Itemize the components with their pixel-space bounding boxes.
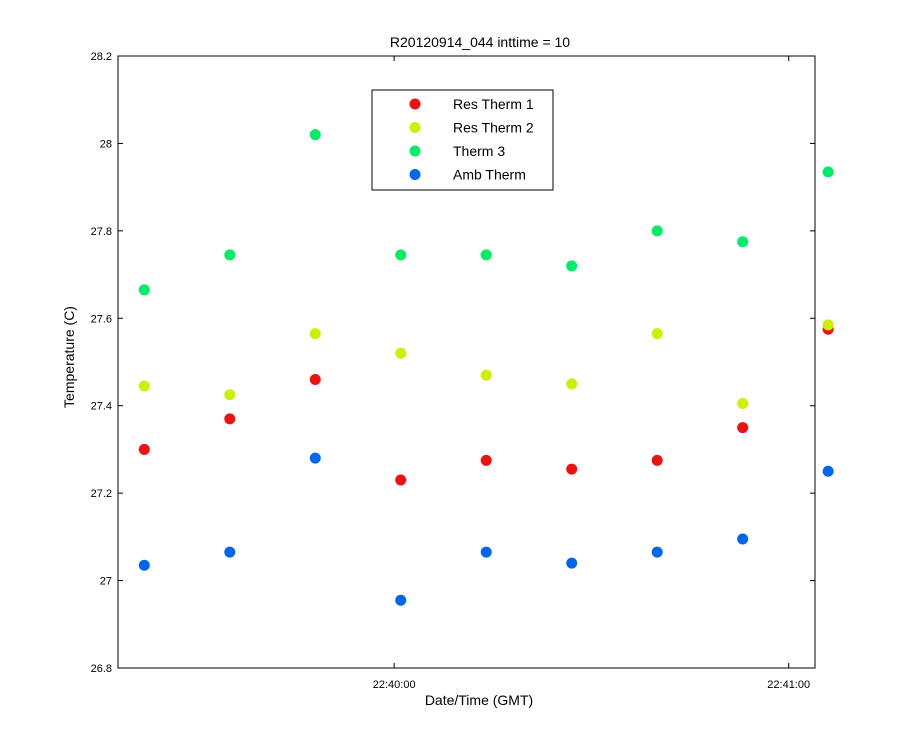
- legend: Res Therm 1 Res Therm 2 Therm 3 Amb Therm: [371, 89, 554, 191]
- y-tick-label: 28.2: [91, 51, 112, 63]
- y-tick-label: 28: [100, 138, 112, 150]
- legend-label: Therm 3: [453, 143, 505, 159]
- x-axis-label: Date/Time (GMT): [425, 692, 533, 708]
- series-therm-3: [138, 129, 834, 296]
- data-point: [309, 328, 321, 340]
- data-point: [138, 559, 150, 571]
- data-point: [822, 319, 834, 331]
- series-res-therm-1: [138, 323, 834, 486]
- data-point: [566, 557, 578, 569]
- data-point: [309, 373, 321, 385]
- data-point: [480, 546, 492, 558]
- data-point: [395, 347, 407, 359]
- data-point: [480, 454, 492, 466]
- data-point: [138, 284, 150, 296]
- data-point: [822, 166, 834, 178]
- data-point: [480, 369, 492, 381]
- data-point: [224, 546, 236, 558]
- y-tick-label: 27.2: [91, 488, 112, 500]
- data-point: [737, 236, 749, 248]
- y-tick-label: 26.8: [91, 663, 112, 675]
- data-point: [822, 465, 834, 477]
- data-point: [224, 249, 236, 261]
- data-point: [566, 378, 578, 390]
- data-point: [737, 533, 749, 545]
- legend-item: Therm 3: [409, 143, 505, 159]
- data-point: [138, 443, 150, 455]
- data-point: [566, 260, 578, 272]
- data-points: [138, 129, 834, 606]
- y-tick-label: 27.4: [91, 401, 112, 413]
- legend-marker: [409, 169, 421, 180]
- x-tick-label: 22:41:00: [767, 679, 810, 691]
- data-point: [651, 225, 663, 237]
- legend-box: [371, 89, 554, 191]
- legend-marker: [409, 122, 421, 133]
- y-axis: 26.8 27 27.2 27.4 27.6 27.8 28 28.2: [91, 51, 815, 675]
- series-res-therm-2: [138, 319, 834, 410]
- legend-marker: [409, 145, 421, 157]
- data-point: [566, 463, 578, 475]
- y-axis-label: Temperature (C): [61, 306, 77, 408]
- legend-item: Res Therm 1: [409, 96, 534, 112]
- y-tick-label: 27: [100, 576, 112, 588]
- data-point: [138, 380, 150, 392]
- x-axis: 22:40:00 22:41:00: [373, 56, 810, 691]
- legend-label: Res Therm 2: [453, 120, 534, 136]
- data-point: [395, 474, 407, 486]
- legend-item: Res Therm 2: [409, 120, 534, 136]
- legend-label: Res Therm 1: [453, 96, 534, 112]
- data-point: [737, 398, 749, 410]
- data-point: [651, 328, 663, 340]
- data-point: [395, 594, 407, 606]
- data-point: [651, 454, 663, 466]
- x-tick-label: 22:40:00: [373, 679, 416, 691]
- legend-marker: [409, 98, 421, 110]
- data-point: [224, 389, 236, 401]
- data-point: [224, 413, 236, 425]
- data-point: [395, 249, 407, 261]
- data-point: [480, 249, 492, 261]
- y-tick-label: 27.8: [91, 226, 112, 238]
- chart-title: R20120914_044 inttime = 10: [390, 34, 570, 50]
- legend-label: Amb Therm: [453, 167, 526, 183]
- data-point: [309, 129, 321, 141]
- data-point: [737, 422, 749, 434]
- data-point: [309, 452, 321, 464]
- series-amb-therm: [138, 452, 834, 606]
- legend-item: Amb Therm: [409, 167, 526, 183]
- data-point: [651, 546, 663, 558]
- y-tick-label: 27.6: [91, 313, 112, 325]
